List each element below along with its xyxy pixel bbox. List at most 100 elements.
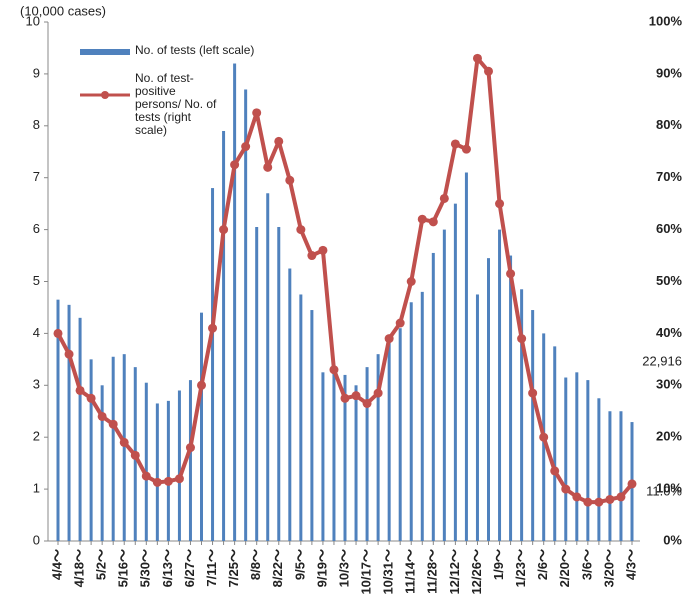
x-tick-label: 2/6～ <box>535 549 550 580</box>
bar <box>122 354 126 541</box>
bar <box>553 346 557 541</box>
bar <box>487 258 490 541</box>
bar <box>608 411 612 541</box>
bar <box>211 188 215 541</box>
x-tick-label: 12/12～ <box>447 549 462 594</box>
line-marker <box>517 334 527 344</box>
bar <box>376 354 380 541</box>
line-marker <box>439 193 449 203</box>
bar <box>531 310 535 541</box>
x-tick-label: 1/23～ <box>513 549 528 587</box>
y-axis-label: (10,000 cases) <box>20 3 106 18</box>
line-marker <box>75 385 85 395</box>
bar <box>597 398 601 541</box>
x-tick-label: 5/16～ <box>116 549 131 587</box>
legend-label: No. of test-positive persons/ No. of tes… <box>135 71 217 137</box>
y2-tick-label: 100% <box>649 13 683 28</box>
x-tick-label: 4/4～ <box>49 549 64 580</box>
line-marker <box>53 328 63 338</box>
line-marker <box>130 450 140 460</box>
bar <box>78 317 82 541</box>
bar <box>299 294 303 541</box>
bar <box>255 227 259 541</box>
line-marker <box>197 380 206 390</box>
y2-tick-label: 70% <box>656 169 682 184</box>
x-tick-label: 12/26～ <box>469 549 484 594</box>
line-marker <box>252 108 262 118</box>
bar <box>420 291 424 541</box>
bar <box>321 372 325 541</box>
line-marker <box>583 497 593 507</box>
line-marker <box>64 349 74 359</box>
y-tick-label: 1 <box>33 481 40 496</box>
bar <box>520 289 524 541</box>
line-marker <box>97 411 107 421</box>
line-marker <box>362 398 372 408</box>
x-tick-label: 5/2～ <box>94 549 109 580</box>
bar <box>586 380 590 541</box>
bar <box>409 302 413 541</box>
bar <box>144 382 148 541</box>
line-marker <box>185 443 195 453</box>
bar <box>233 63 237 542</box>
line-marker <box>285 175 295 185</box>
line-marker <box>373 388 383 398</box>
y-tick-label: 9 <box>33 65 40 80</box>
line-marker <box>417 214 427 224</box>
bar <box>266 193 270 541</box>
line-marker <box>219 225 229 235</box>
x-tick-label: 2/20～ <box>557 549 572 587</box>
y2-tick-label: 80% <box>656 117 682 132</box>
bar <box>111 356 115 541</box>
y2-tick-label: 50% <box>656 273 682 288</box>
x-tick-label: 6/27～ <box>182 549 197 587</box>
value-label: 22,916 <box>642 353 682 368</box>
x-tick-label: 4/3～ <box>623 549 638 580</box>
bar <box>277 227 281 541</box>
line-marker <box>627 479 637 489</box>
line-marker <box>461 144 471 154</box>
x-tick-label: 8/8～ <box>248 549 263 580</box>
bar <box>453 203 457 541</box>
x-tick-label: 10/17～ <box>359 549 374 594</box>
bar <box>464 172 468 541</box>
x-tick-label: 5/30～ <box>138 549 153 587</box>
y-tick-label: 8 <box>33 117 40 132</box>
line-marker <box>450 139 460 149</box>
line-marker <box>163 476 173 486</box>
line-marker <box>550 466 560 476</box>
bar <box>244 89 248 541</box>
bar <box>56 299 60 541</box>
x-tick-label: 7/25～ <box>226 549 241 587</box>
bar <box>100 385 104 541</box>
x-tick-label: 3/6～ <box>579 549 594 580</box>
x-tick-label: 10/3～ <box>336 549 351 587</box>
line-marker <box>141 471 151 481</box>
bar <box>498 229 502 541</box>
bar <box>166 400 170 541</box>
x-tick-label: 1/9～ <box>491 549 506 580</box>
y-tick-label: 6 <box>33 221 40 236</box>
bar <box>575 372 579 541</box>
y2-tick-label: 30% <box>656 377 682 392</box>
y-tick-label: 5 <box>33 273 40 288</box>
x-tick-label: 9/19～ <box>314 549 329 587</box>
bar <box>619 411 623 541</box>
x-tick-label: 10/31～ <box>381 549 396 594</box>
line-marker <box>484 66 493 76</box>
y2-tick-label: 20% <box>656 429 682 444</box>
line-marker <box>384 334 394 344</box>
value-label: 11.0% <box>646 483 682 498</box>
line-marker <box>495 199 505 209</box>
line-marker <box>472 53 482 63</box>
line-marker <box>616 492 626 502</box>
bar <box>222 130 226 542</box>
x-tick-label: 4/18～ <box>72 549 87 587</box>
y2-tick-label: 60% <box>656 221 682 236</box>
bar <box>200 312 203 541</box>
line-marker <box>506 269 516 279</box>
line-marker <box>318 245 328 255</box>
legend-swatch <box>80 49 130 55</box>
legend-swatch <box>101 91 109 99</box>
bar <box>442 229 446 541</box>
